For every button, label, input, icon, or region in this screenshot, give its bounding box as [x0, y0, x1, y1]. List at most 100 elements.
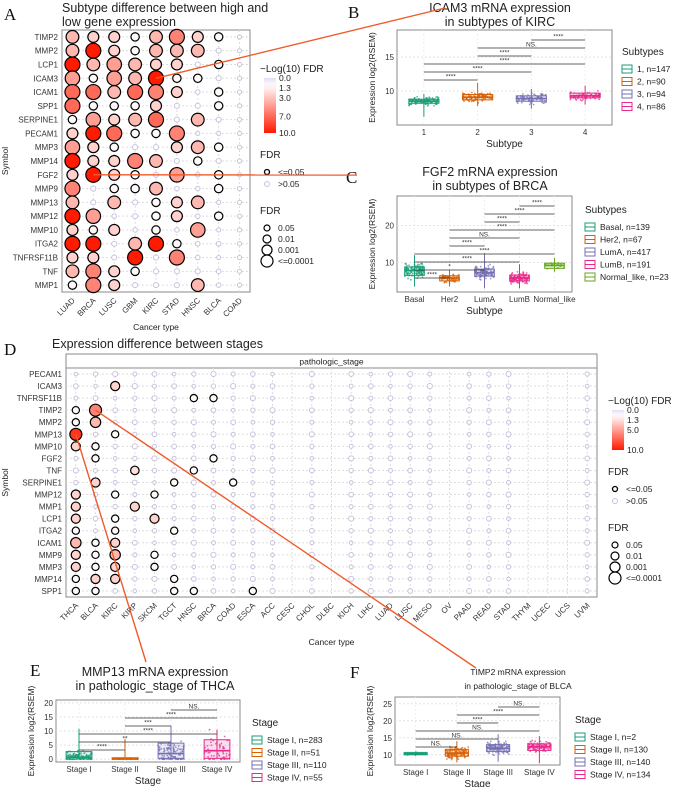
x-tick-label: BRCA: [196, 601, 219, 624]
size-legend-label: <=0.0001: [626, 573, 662, 583]
y-tick-label: 10: [383, 751, 392, 760]
data-point: [415, 267, 417, 270]
data-point: [427, 102, 429, 105]
data-point: [89, 754, 92, 757]
x-tick-label: SKCM: [136, 601, 159, 624]
data-point: [136, 758, 139, 761]
comparison-label: ****: [497, 224, 508, 231]
data-point: [502, 744, 505, 747]
data-point: [582, 98, 584, 101]
data-point: [488, 744, 490, 746]
bubble-mmp10-hnsc: [191, 444, 197, 449]
data-point: [491, 268, 493, 270]
y-axis-label: Expression log2(RSEM): [367, 198, 377, 289]
data-point: [172, 745, 175, 748]
bubble-timp2-kirc: [149, 29, 163, 44]
bubble-tnfrsf11b-lusc: [407, 395, 413, 401]
data-point: [75, 754, 78, 756]
y-tick-label: MMP2: [39, 418, 63, 427]
bubble-mmp10-lusc: [108, 223, 121, 237]
data-point: [220, 758, 223, 761]
data-point: [424, 103, 427, 105]
data-point: [410, 103, 413, 106]
data-point: [174, 750, 177, 753]
color-scale-tick: 7.0: [279, 112, 291, 122]
data-point: [177, 757, 179, 760]
bubble-serpine1-blca: [215, 116, 222, 123]
x-tick-label: LIHC: [356, 601, 375, 620]
data-point: [444, 275, 447, 277]
bubble-icam3-uvm: [584, 383, 590, 389]
data-point: [510, 272, 513, 275]
data-point: [86, 758, 88, 761]
bubble-tnfrsf11b-hnsc: [189, 393, 199, 403]
data-point: [203, 758, 206, 761]
y-tick-label: ICAM1: [34, 88, 59, 97]
bubble-tnfrsf11b-uvm: [584, 395, 591, 401]
data-point: [556, 263, 558, 266]
bubble-itga2-hnsc: [195, 240, 201, 247]
data-point: [531, 98, 534, 101]
bubble-mmp9-read: [486, 552, 492, 558]
data-point: [470, 95, 472, 98]
bubble-mmp13-tgct: [171, 431, 177, 437]
color-scale-tick: 1.3: [627, 415, 639, 425]
bubble-lcp1-lusc: [106, 56, 123, 73]
size-legend-marker: [263, 224, 271, 232]
data-point: [436, 99, 439, 102]
bubble-tnf-lusc: [108, 265, 121, 278]
bubble-mmp9-skcm: [150, 550, 159, 560]
data-point: [533, 97, 536, 100]
data-point: [486, 93, 488, 96]
comparison-label: ****: [493, 709, 504, 716]
x-axis-label: Cancer type: [133, 322, 179, 332]
data-point: [529, 740, 532, 743]
bubble-spp1-brca: [88, 101, 99, 111]
data-point: [533, 93, 536, 96]
data-point: [535, 98, 538, 101]
bubble-timp2-lihc: [367, 407, 374, 414]
data-point: [474, 97, 477, 100]
bubble-timp2-brca: [87, 30, 100, 43]
data-point: [536, 742, 539, 745]
data-point: [549, 743, 551, 745]
bubble-mmp12-kirp: [132, 492, 138, 498]
data-point: [416, 266, 419, 269]
data-point: [466, 755, 469, 757]
data-point: [416, 263, 419, 266]
data-point: [433, 105, 435, 107]
data-point: [484, 97, 487, 100]
data-point: [213, 758, 216, 761]
data-point: [477, 274, 480, 276]
y-tick-label: ICAM1: [38, 539, 63, 548]
data-point: [450, 753, 453, 756]
x-tick-label: Stage III: [483, 768, 513, 777]
data-point: [464, 96, 467, 99]
bubble-timp2-coad: [236, 34, 243, 40]
data-point: [454, 278, 457, 281]
x-tick-label: Stage I: [403, 768, 428, 777]
bubble-lcp1-blca: [213, 59, 224, 70]
data-point: [84, 750, 87, 753]
legend-label: Stage III, n=140: [590, 757, 651, 767]
bubble-spp1-stad: [505, 588, 512, 594]
bubble-mmp12-thca: [70, 489, 81, 500]
data-point: [87, 755, 90, 758]
bubble-mmp2-lusc: [407, 419, 413, 425]
data-point: [222, 747, 225, 750]
size-legend-title: FDR: [608, 523, 629, 534]
bubble-icam1-stad: [170, 85, 183, 99]
data-point: [446, 758, 448, 760]
data-point: [208, 751, 211, 754]
data-point: [222, 758, 225, 761]
bubble-mmp14-luad: [64, 152, 81, 170]
y-tick-label: SPP1: [38, 102, 59, 111]
bubble-pecam1-gbm: [130, 128, 140, 139]
bubble-mmp10-coad: [230, 443, 237, 450]
data-point: [411, 272, 414, 275]
bubble-pecam1-tgct: [171, 371, 177, 377]
data-point: [486, 746, 488, 748]
bubble-fgf2-brca: [209, 454, 218, 463]
data-point: [486, 750, 489, 753]
